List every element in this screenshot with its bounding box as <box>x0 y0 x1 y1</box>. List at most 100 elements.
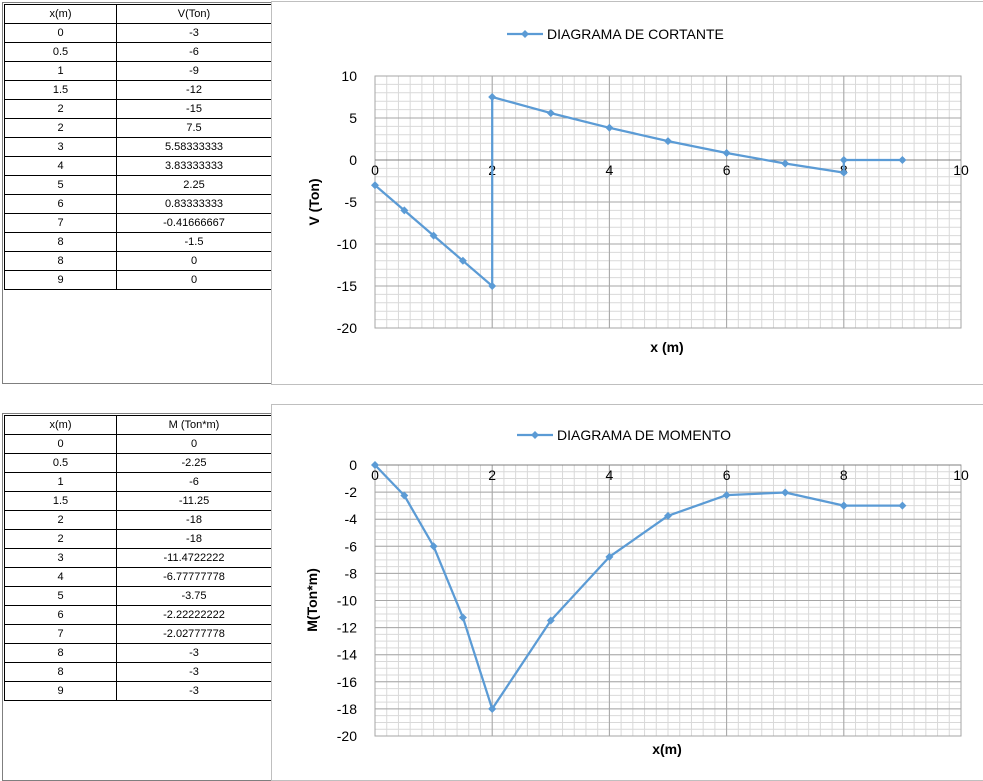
shear-table-cell: -15 <box>116 99 272 119</box>
shear-table-cell: -6 <box>116 42 272 62</box>
moment-table-cell: 7 <box>4 624 117 644</box>
moment-table-cell: 8 <box>4 643 117 663</box>
table-row: 0.5 -6 <box>4 42 272 62</box>
shear-table-cell: -9 <box>116 61 272 81</box>
moment-table-cell: 0.5 <box>4 453 117 473</box>
moment-chart-data-point <box>488 704 497 713</box>
shear-chart-x-tick-label: 6 <box>723 162 731 178</box>
shear-table-cell: 7.5 <box>116 118 272 138</box>
shear-chart-legend-marker <box>521 30 529 38</box>
table-row: 1 -6 <box>4 472 272 492</box>
table-row: 5 2.25 <box>4 175 272 195</box>
shear-chart-y-tick-label: -20 <box>337 320 357 336</box>
shear-chart-x-tick-label: 10 <box>953 162 969 178</box>
moment-table-cell: 1.5 <box>4 491 117 511</box>
table-row: 1.5 -11.25 <box>4 491 272 511</box>
shear-table-cell: -0.41666667 <box>116 213 272 233</box>
shear-chart-y-tick-label: 10 <box>341 68 357 84</box>
shear-chart-series-line <box>374 95 903 288</box>
moment-table-cell: 2 <box>4 510 117 530</box>
moment-chart: 0 -2 -4 -6 -8 -10 -12 -14 -16 -18 -20 0 2 4 6 8 10 DIAGRA… <box>271 404 983 781</box>
table-row: 4 -6.77777778 <box>4 567 272 587</box>
moment-chart-data-point <box>371 461 379 469</box>
table-row: 8 -3 <box>4 643 272 663</box>
moment-chart-data-point <box>429 542 438 551</box>
table-row: 4 3.83333333 <box>4 156 272 176</box>
moment-table-cell: 9 <box>4 681 117 701</box>
moment-chart-data-point <box>458 613 467 622</box>
shear-table-cell: 2 <box>4 118 117 138</box>
table-row: 6 -2.22222222 <box>4 605 272 625</box>
moment-table-body: x(m) M (Ton*m) 0 0 0.5 -2.25 1 -6 1.5 -11.25 2 -18 2… <box>4 415 272 701</box>
shear-chart-data-point <box>781 159 790 168</box>
moment-table-cell: -2.25 <box>116 453 272 473</box>
moment-chart-legend-marker <box>531 431 539 439</box>
shear-table-cell: 5 <box>4 175 117 195</box>
shear-table-cell: 2.25 <box>116 175 272 195</box>
moment-chart-svg: 0 -2 -4 -6 -8 -10 -12 -14 -16 -18 -20 0 2 4 6 8 10 DIAGRA… <box>304 427 969 757</box>
shear-table-cell: 5.58333333 <box>116 137 272 157</box>
moment-chart-data-point <box>781 488 790 497</box>
shear-table-cell: 6 <box>4 194 117 214</box>
shear-table-cell: 3 <box>4 137 117 157</box>
shear-chart-data-point <box>898 156 907 164</box>
moment-chart-data-point <box>400 491 409 500</box>
moment-table-cell: -2.02777778 <box>116 624 272 644</box>
moment-chart-series-line <box>374 464 903 711</box>
shear-chart-data-point <box>546 109 555 118</box>
shear-table-cell: 7 <box>4 213 117 233</box>
shear-table-cell: 2 <box>4 99 117 119</box>
moment-table-cell: 0 <box>116 434 272 454</box>
moment-table-cell: -18 <box>116 510 272 530</box>
shear-chart-data-point <box>400 206 409 215</box>
moment-table-cell: 4 <box>4 567 117 587</box>
table-row: 7 -0.41666667 <box>4 213 272 233</box>
moment-chart-y-tick-label: -14 <box>337 647 357 663</box>
shear-table: x(m) V(Ton) 0 -3 0.5 -6 1 -9 1.5 -12 2 -15 2 7.5 3 5.58… <box>4 4 272 290</box>
moment-chart-x-tick-label: 6 <box>723 467 731 483</box>
shear-chart-data-point <box>429 231 438 240</box>
shear-table-cell: 9 <box>4 270 117 290</box>
moment-table: x(m) M (Ton*m) 0 0 0.5 -2.25 1 -6 1.5 -11.25 2 -18 2… <box>4 415 272 701</box>
moment-table-cell: 8 <box>4 662 117 682</box>
shear-chart-plot-border <box>374 75 962 329</box>
shear-chart-data-point <box>664 137 672 146</box>
table-row: 8 -1.5 <box>4 232 272 252</box>
moment-table-cell: 5 <box>4 586 117 606</box>
moment-table-header-row: x(m) M (Ton*m) <box>4 415 272 435</box>
moment-chart-y-tick-label: -4 <box>345 511 358 527</box>
table-row: 9 -3 <box>4 681 272 701</box>
moment-table-cell: 2 <box>4 529 117 549</box>
shear-chart-data-point <box>488 282 497 290</box>
moment-table-cell: -3 <box>116 643 272 663</box>
shear-chart-y-tick-label: 0 <box>349 152 357 168</box>
moment-chart-y-tick-label: -18 <box>337 701 357 717</box>
moment-chart-y-tick-label: -20 <box>337 728 357 744</box>
moment-chart-y-axis-title: M(Ton*m) <box>304 568 320 632</box>
moment-chart-data-point <box>664 511 672 520</box>
table-row: 0.5 -2.25 <box>4 453 272 473</box>
shear-table-cell: 4 <box>4 156 117 176</box>
moment-chart-x-tick-label: 2 <box>488 467 496 483</box>
shear-chart-y-tick-label: -15 <box>337 278 357 294</box>
shear-table-cell: 0 <box>116 251 272 271</box>
table-row: 8 -3 <box>4 662 272 682</box>
shear-table-header-row: x(m) V(Ton) <box>4 4 272 24</box>
moment-table-cell: -11.25 <box>116 491 272 511</box>
moment-chart-y-tick-label: -16 <box>337 674 357 690</box>
shear-table-cell: 0 <box>4 23 117 43</box>
moment-chart-y-tick-label: -2 <box>345 484 358 500</box>
shear-chart-x-axis-title: x (m) <box>650 339 683 355</box>
table-row: 3 -11.4722222 <box>4 548 272 568</box>
moment-chart-data-point <box>839 501 848 510</box>
moment-table-cell: -6 <box>116 472 272 492</box>
shear-chart-y-axis-title: V (Ton) <box>306 178 322 225</box>
shear-table-cell: 0.5 <box>4 42 117 62</box>
moment-table-cell: 0 <box>4 434 117 454</box>
shear-chart-data-point <box>371 181 379 190</box>
table-row: 1.5 -12 <box>4 80 272 100</box>
shear-table-cell: -1.5 <box>116 232 272 252</box>
moment-chart-x-tick-label: 0 <box>371 467 379 483</box>
moment-table-header-cell: x(m) <box>4 415 117 435</box>
